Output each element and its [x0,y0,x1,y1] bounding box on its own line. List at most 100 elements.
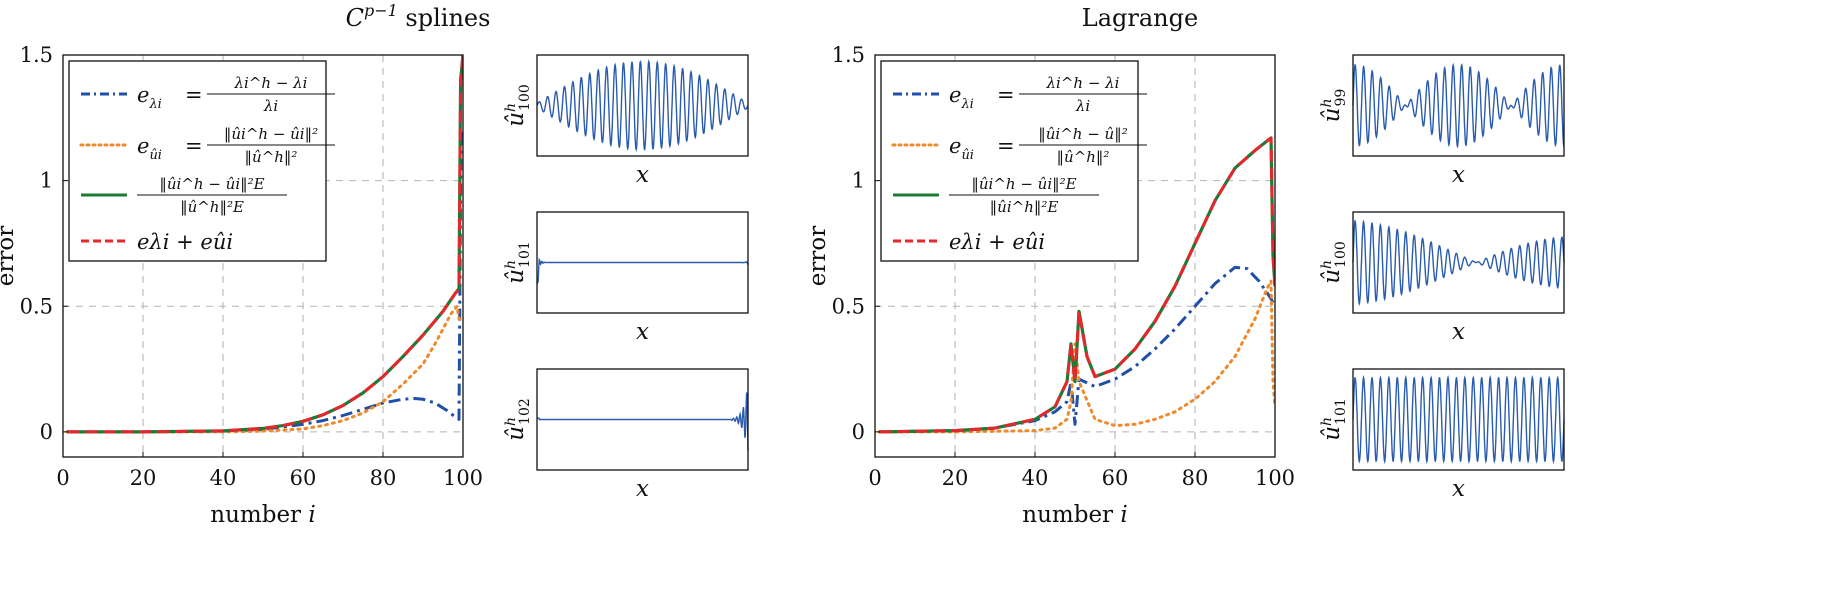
legend-lhs: eλi [949,83,974,112]
mode-shape-subscript: 102 [517,398,533,425]
y-tick-label: 1.5 [20,43,53,67]
mode-shape-symbol: û [1319,108,1345,123]
x-axis-label-var: i [1120,502,1127,528]
legend-lhs: eλi [137,83,162,112]
series-line-sum-error [67,55,463,434]
y-axis-label: error [0,226,19,286]
mode-shape-superscript: h [1319,98,1335,107]
mode-shape-y-label: ûh101 [1319,398,1349,441]
mode-shape-subscript: 99 [1333,89,1349,107]
title-rest: splines [398,4,491,32]
mode-shape-superscript: h [503,417,519,426]
mode-shape-superscript: h [503,260,519,269]
x-tick-label: 80 [1182,466,1209,490]
legend-lhs: eûi [137,134,162,163]
mode-shape-frame [536,54,749,157]
x-axis-label: number i [210,502,315,528]
legend-lhs-subscript: ûi [961,148,974,163]
x-tick-label: 80 [370,466,397,490]
mode-shape-plot: x ûh102 [503,368,749,502]
mode-shape-superscript: h [1319,417,1335,426]
legend-denominator: λi [263,97,279,115]
mode-shape-curve [1352,62,1565,149]
y-tick-label: 1 [40,169,53,193]
x-tick-label: 40 [210,466,237,490]
legend-lhs: eûi [949,134,974,163]
legend-label: eλi + eûi [949,230,1045,254]
series-line-mode-error [877,279,1275,434]
legend-numerator: ‖ûi^h − û‖² [1038,125,1127,143]
mode-shape-symbol: û [1319,269,1345,284]
chart-title: Cp−1 splines [346,1,491,32]
legend-numerator: λi^h − λi [1046,74,1120,92]
mode-shape-symbol: û [1319,426,1345,441]
mode-shape-curve [1352,219,1565,307]
title-superscript: p−1 [364,1,398,20]
mode-shape-subscript: 100 [517,84,533,111]
mode-shape-curve [1352,374,1565,465]
series-line-sum-error [878,136,1275,434]
legend-lhs-subscript: ûi [149,148,162,163]
legend-denominator: λi [1075,97,1091,115]
x-tick-label: 20 [130,466,157,490]
mode-shape-x-label: x [636,319,649,345]
mode-shape-plot: x ûh101 [503,211,749,345]
mode-shape-frame [1352,211,1565,314]
x-tick-label: 100 [1255,466,1295,490]
mode-shape-symbol: û [503,269,529,284]
mode-shape-curve [537,392,749,452]
mode-shape-y-label: ûh100 [503,84,533,127]
mode-shape-y-label: ûh101 [503,241,533,284]
mode-shape-x-label: x [636,162,649,188]
x-tick-label: 60 [290,466,317,490]
legend-equals: = [997,83,1015,107]
legend-numerator: ‖ûi^h − ûi‖² [224,125,318,143]
x-tick-label: 0 [868,466,881,490]
series-line-mode-error [65,304,463,434]
mode-shape-subscript: 100 [1333,241,1349,268]
legend-equals: = [185,83,203,107]
x-axis-label-var: i [308,502,315,528]
mode-shape-subscript: 101 [1333,398,1349,425]
mode-shape-plot: x ûh100 [503,54,749,188]
x-tick-label: 20 [942,466,969,490]
legend-denominator: ‖û^h‖² [245,148,298,166]
mode-shape-plot: x ûh99 [1319,54,1565,188]
mode-shape-superscript: h [1319,260,1335,269]
legend-equals: = [185,134,203,158]
x-tick-label: 40 [1022,466,1049,490]
chart-title: Lagrange [1082,4,1198,32]
chart-panel-splines: Cp−1 splines 0 20 40 60 80 100 0 0.5 1 1.5 number i… [0,1,749,528]
legend-lhs-symbol: e [949,83,961,107]
x-tick-label: 0 [56,466,69,490]
legend-denominator: ‖ûi^h‖²E [990,198,1059,216]
mode-shape-frame [1352,368,1565,471]
mode-shape-curve [536,257,749,285]
legend-lhs-subscript: λi [960,97,973,112]
mode-shape-symbol: û [503,112,529,127]
legend-numerator: ‖ûi^h − ûi‖²E [971,175,1076,193]
series-line-lambda-error [878,265,1275,434]
y-tick-label: 0 [852,420,865,444]
mode-shape-x-label: x [636,476,649,502]
mode-shape-x-label: x [1452,162,1465,188]
x-tick-label: 60 [1102,466,1129,490]
legend-denominator: ‖û^h‖²E [180,198,244,216]
x-tick-label: 100 [443,466,483,490]
legend-lhs-symbol: e [137,83,149,107]
legend-numerator: λi^h − λi [234,74,308,92]
legend-lhs-subscript: λi [148,97,161,112]
y-axis-label: error [805,226,831,286]
legend-lhs-symbol: e [137,134,149,158]
x-axis-label-word: number [1022,502,1120,528]
series-group [65,55,463,434]
legend-numerator: ‖ûi^h − ûi‖²E [159,175,264,193]
mode-shape-curve [536,59,749,152]
mode-shape-x-label: x [1452,319,1465,345]
mode-shape-plot: x ûh100 [1319,211,1565,345]
y-tick-label: 1.5 [832,43,865,67]
series-group [877,136,1275,434]
mode-shape-y-label: ûh102 [503,398,533,441]
